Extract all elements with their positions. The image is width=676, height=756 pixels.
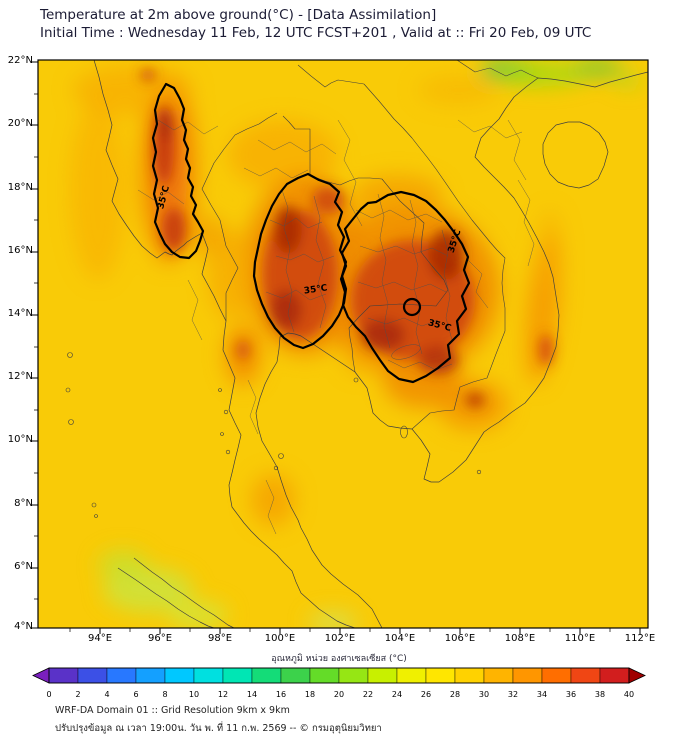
colorbar-segment xyxy=(164,667,195,684)
lon-tick-label: 96°E xyxy=(147,633,173,644)
colorbar-tick-label: 18 xyxy=(305,690,315,699)
lon-tick-label: 104°E xyxy=(384,633,416,644)
colorbar-tick-label: 34 xyxy=(537,690,547,699)
colorbar-segment xyxy=(570,667,601,684)
contour-35c-small-loop xyxy=(402,297,422,317)
contour-35c-central xyxy=(252,172,348,350)
temperature-map: 35°C 35°C 35°C 35°C xyxy=(32,59,649,634)
colorbar-segment xyxy=(599,667,630,684)
lon-tick-label: 94°E xyxy=(87,633,113,644)
lat-tick-label: 8°N xyxy=(14,498,33,509)
lon-tick-label: 108°E xyxy=(504,633,536,644)
colorbar-segment xyxy=(106,667,137,684)
lon-tick-label: 98°E xyxy=(207,633,233,644)
map-frame xyxy=(37,59,649,629)
lon-tick-label: 112°E xyxy=(624,633,656,644)
colorbar-tick-label: 40 xyxy=(624,690,634,699)
colorbar-tick-label: 26 xyxy=(421,690,431,699)
colorbar-tick-label: 28 xyxy=(450,690,460,699)
lon-tick-label: 100°E xyxy=(264,633,296,644)
lat-tick-label: 16°N xyxy=(7,245,33,256)
lat-tick-label: 14°N xyxy=(7,308,33,319)
colorbar-segment xyxy=(512,667,543,684)
lon-tick-label: 102°E xyxy=(324,633,356,644)
contour-35c-west xyxy=(151,82,205,260)
footer-update-info: ปรับปรุงข้อมูล ณ เวลา 19:00น. วัน พ. ที่… xyxy=(55,723,382,734)
colorbar: 0 2 4 6 8 10 12 14 16 18 20 22 24 26 28 30 32 34 36 38 40 xyxy=(32,667,646,699)
borders-group xyxy=(201,60,539,430)
lat-tick-label: 18°N xyxy=(7,182,33,193)
colorbar-segment xyxy=(425,667,456,684)
colorbar-tick-label: 20 xyxy=(334,690,344,699)
colorbar-tick-label: 16 xyxy=(276,690,286,699)
colorbar-tick-label: 2 xyxy=(75,690,80,699)
colorbar-tick-label: 6 xyxy=(133,690,138,699)
lat-tick-label: 4°N xyxy=(14,621,33,632)
colorbar-segment xyxy=(77,667,108,684)
islands-group xyxy=(65,352,482,518)
colorbar-tick-label: 32 xyxy=(508,690,518,699)
colorbar-tick-label: 4 xyxy=(104,690,109,699)
colorbar-tick-label: 22 xyxy=(363,690,373,699)
colorbar-segment xyxy=(541,667,572,684)
colorbar-segment xyxy=(193,667,224,684)
coastlines-group xyxy=(93,60,648,628)
colorbar-segment xyxy=(135,667,166,684)
colorbar-segment xyxy=(396,667,427,684)
contour-35c-group xyxy=(151,82,471,384)
colorbar-tick-label: 12 xyxy=(218,690,228,699)
axis-ticks xyxy=(32,61,641,634)
colorbar-segment xyxy=(454,667,485,684)
figure-title: Temperature at 2m above ground(°C) - [Da… xyxy=(40,7,437,23)
contour-label: 35°C xyxy=(303,283,328,296)
lat-tick-label: 20°N xyxy=(7,118,33,129)
lat-tick-label: 22°N xyxy=(7,55,33,66)
colorbar-tick-label: 36 xyxy=(566,690,576,699)
lon-tick-label: 106°E xyxy=(444,633,476,644)
colorbar-tick-label: 8 xyxy=(162,690,167,699)
coastline-sumatra-east xyxy=(133,557,235,628)
lon-tick-label: 110°E xyxy=(564,633,596,644)
colorbar-right-arrow xyxy=(628,667,646,684)
colorbar-tick-label: 14 xyxy=(247,690,257,699)
lat-tick-label: 6°N xyxy=(14,561,33,572)
colorbar-tick-label: 24 xyxy=(392,690,402,699)
latitude-axis: 22°N 20°N 18°N 16°N 14°N 12°N 10°N 8°N 6°N 4°N xyxy=(0,55,36,632)
lat-tick-label: 10°N xyxy=(7,434,33,445)
colorbar-tick-label: 0 xyxy=(46,690,51,699)
colorbar-tick-label: 30 xyxy=(479,690,489,699)
coastline-gulf-vietnam-china xyxy=(255,71,648,628)
colorbar-segment xyxy=(48,667,79,684)
colorbar-segment xyxy=(483,667,514,684)
colorbar-segment xyxy=(309,667,340,684)
footer-domain-info: WRF-DA Domain 01 :: Grid Resolution 9km … xyxy=(55,705,290,716)
longitude-axis: 94°E 96°E 98°E 100°E 102°E 104°E 106°E 108°E 110… xyxy=(38,631,655,647)
colorbar-segment xyxy=(222,667,253,684)
coastline-myanmar-peninsula xyxy=(93,60,356,628)
colorbar-segment xyxy=(280,667,311,684)
lat-tick-label: 12°N xyxy=(7,371,33,382)
map-plot-area: 35°C 35°C 35°C 35°C xyxy=(38,60,648,628)
contour-35c-east xyxy=(339,190,471,384)
colorbar-segment xyxy=(251,667,282,684)
coastline-sumatra-west xyxy=(117,567,215,628)
colorbar-segment xyxy=(367,667,398,684)
figure-subtitle: Initial Time : Wednesday 11 Feb, 12 UTC … xyxy=(40,25,592,41)
colorbar-tick-label: 38 xyxy=(595,690,605,699)
colorbar-title: อุณหภูมิ หน่วย องศาเซลเซียส (°C) xyxy=(271,654,407,664)
colorbar-segment xyxy=(338,667,369,684)
coastline-hainan xyxy=(542,121,609,189)
provinces-group xyxy=(137,119,535,535)
colorbar-left-arrow xyxy=(32,667,50,684)
colorbar-tick-label: 10 xyxy=(189,690,199,699)
